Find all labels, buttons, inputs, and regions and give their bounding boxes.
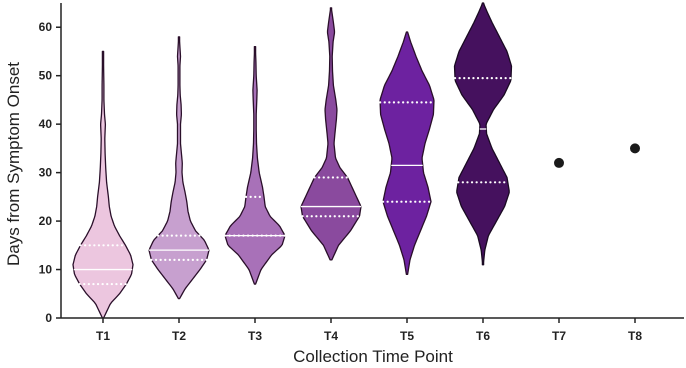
y-axis-title: Days from Symptom Onset [4, 62, 23, 266]
data-point [554, 157, 564, 168]
x-tick-label: T4 [324, 329, 338, 343]
y-tick-label: 30 [39, 166, 53, 180]
violin-body [300, 7, 362, 261]
x-tick-label: T5 [400, 329, 414, 343]
violins-layer [72, 2, 640, 319]
y-ticks: 0 10 20 30 40 50 60 [39, 20, 61, 325]
x-axis-title: Collection Time Point [293, 347, 453, 366]
violin-body [379, 31, 435, 276]
x-tick-label: T3 [248, 329, 262, 343]
x-tick-label: T2 [172, 329, 186, 343]
violin-body [72, 50, 134, 319]
x-ticks: T1 T2 T3 T4 T5 T6 T7 T8 [96, 318, 642, 343]
y-tick-label: 10 [39, 263, 53, 277]
y-tick-label: 0 [45, 311, 52, 325]
y-tick-label: 60 [39, 20, 53, 34]
violin-body [453, 2, 513, 266]
y-tick-label: 20 [39, 214, 53, 228]
violin-body [224, 45, 286, 285]
x-tick-label: T8 [628, 329, 642, 343]
data-point [630, 143, 640, 154]
violin-body [148, 36, 210, 300]
x-tick-label: T7 [552, 329, 566, 343]
y-tick-label: 50 [39, 69, 53, 83]
y-tick-label: 40 [39, 117, 53, 131]
x-tick-label: T6 [476, 329, 490, 343]
axes-layer [60, 3, 684, 319]
x-tick-label: T1 [96, 329, 110, 343]
